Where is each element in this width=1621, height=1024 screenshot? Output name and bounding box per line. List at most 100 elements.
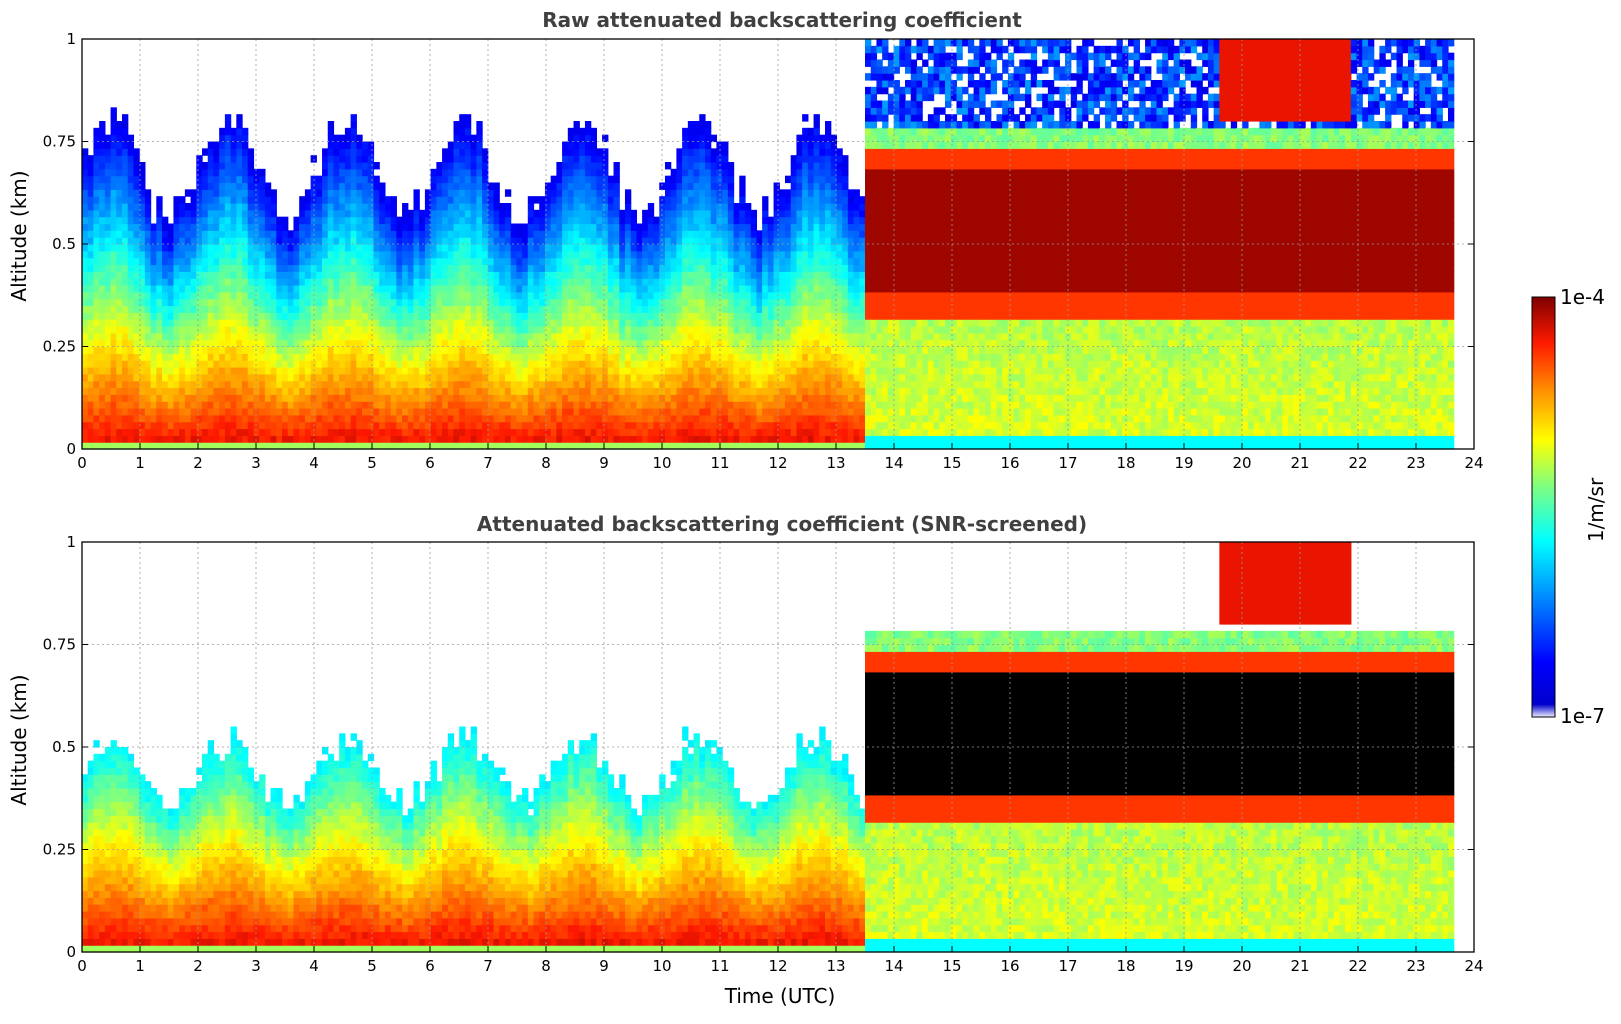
heatmap-cell — [539, 421, 546, 430]
heatmap-cell — [247, 155, 255, 163]
heatmap-cell — [196, 408, 203, 416]
heatmap-cell — [379, 353, 386, 361]
heatmap-cell — [704, 285, 712, 293]
heatmap-cell — [710, 373, 718, 382]
heatmap-cell — [630, 332, 637, 341]
heatmap-cell — [344, 141, 352, 149]
heatmap-cell — [282, 285, 289, 293]
heatmap-cell — [287, 326, 295, 334]
heatmap-cell — [202, 319, 209, 327]
heatmap-cell — [687, 353, 695, 361]
heatmap-cell — [613, 346, 620, 354]
heatmap-cell — [584, 421, 592, 430]
heatmap-cell — [624, 435, 632, 443]
heatmap-cell — [104, 134, 112, 143]
heatmap-cell — [527, 271, 535, 279]
heatmap-cell — [767, 428, 775, 436]
heatmap-cell — [270, 257, 277, 266]
heatmap-cell — [207, 435, 215, 443]
heatmap-cell — [647, 244, 655, 252]
heatmap-cell — [676, 305, 683, 313]
heatmap-cell — [522, 353, 529, 361]
heatmap-cell — [487, 332, 495, 341]
heatmap-cell — [242, 332, 249, 341]
heatmap-cell — [104, 189, 112, 197]
heatmap-cell — [219, 305, 226, 313]
heatmap-cell — [287, 285, 295, 293]
heatmap-cell — [516, 435, 523, 443]
heatmap-cell — [327, 435, 335, 443]
heatmap-cell — [447, 394, 455, 402]
heatmap-cell — [584, 230, 592, 238]
heatmap-cell — [716, 250, 723, 259]
heatmap-cell — [224, 298, 232, 307]
heatmap-cell — [116, 319, 123, 327]
heatmap-cell — [339, 326, 346, 334]
heatmap-cell — [396, 285, 403, 293]
heatmap-cell — [139, 380, 146, 389]
heatmap-cell — [476, 353, 483, 361]
heatmap-cell — [710, 346, 718, 354]
heatmap-cell — [82, 346, 89, 354]
heatmap-cell — [733, 339, 740, 348]
heatmap-cell — [87, 421, 95, 430]
heatmap-cell — [516, 387, 523, 395]
heatmap-cell — [110, 319, 117, 327]
heatmap-cell — [744, 442, 752, 450]
heatmap-cell — [619, 353, 626, 361]
heatmap-cell — [344, 196, 352, 204]
heatmap-cell — [607, 203, 615, 211]
heatmap-cell — [293, 271, 300, 279]
heatmap-cell — [539, 326, 546, 334]
heatmap-cell — [704, 428, 712, 436]
heatmap-cell — [207, 175, 215, 184]
heatmap-cell — [539, 360, 546, 368]
heatmap-cell — [402, 332, 409, 341]
heatmap-cell — [247, 223, 255, 231]
heatmap-cell — [470, 401, 477, 409]
heatmap-cell — [573, 148, 580, 156]
heatmap-cell — [122, 339, 129, 348]
heatmap-cell — [184, 428, 192, 436]
heatmap-cell — [173, 373, 180, 382]
heatmap-cell — [727, 182, 735, 190]
heatmap-cell — [356, 353, 363, 361]
heatmap-cell — [447, 189, 455, 197]
heatmap-cell — [207, 394, 215, 402]
heatmap-cell — [750, 264, 758, 272]
heatmap-cell — [676, 257, 683, 266]
heatmap-cell — [482, 168, 489, 177]
heatmap-cell — [476, 223, 483, 231]
heatmap-cell — [316, 278, 323, 286]
heatmap-cell — [259, 305, 266, 313]
heatmap-cell — [390, 285, 397, 293]
heatmap-cell — [476, 237, 483, 245]
heatmap-cell — [733, 367, 740, 375]
heatmap-cell — [356, 189, 363, 197]
heatmap-cell — [419, 250, 426, 259]
heatmap-cell — [127, 387, 135, 395]
heatmap-cell — [144, 408, 152, 416]
heatmap-cell — [704, 203, 712, 211]
heatmap-cell — [213, 155, 220, 163]
heatmap-cell — [670, 312, 678, 320]
heatmap-cell — [550, 442, 557, 450]
heatmap-cell — [242, 394, 249, 402]
heatmap-cell — [619, 271, 626, 279]
heatmap-cell — [664, 237, 672, 245]
heatmap-cell — [579, 326, 586, 334]
heatmap-cell — [767, 271, 775, 279]
heatmap-cell — [699, 223, 706, 231]
heatmap-cell — [299, 271, 306, 279]
heatmap-cell — [304, 394, 312, 402]
heatmap-cell — [350, 278, 357, 286]
heatmap-cell — [202, 326, 209, 334]
heatmap-cell — [659, 264, 666, 272]
heatmap-cell — [236, 162, 243, 170]
heatmap-cell — [224, 428, 232, 436]
heatmap-cell — [207, 298, 215, 307]
heatmap-cell — [384, 353, 392, 361]
heatmap-cell — [550, 230, 557, 238]
heatmap-cell — [162, 401, 169, 409]
